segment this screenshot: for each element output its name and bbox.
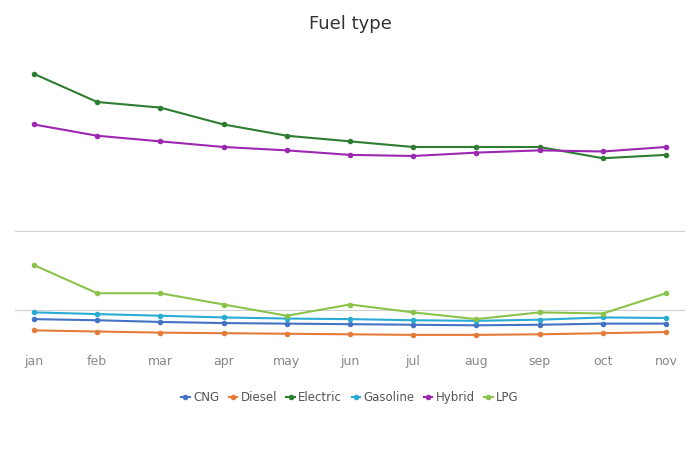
Electric: [156, 105, 164, 110]
Diesel: [219, 330, 228, 336]
LPG: [30, 262, 38, 268]
CNG: [536, 322, 544, 328]
Line: Electric: Electric: [32, 71, 668, 161]
LPG: [283, 313, 291, 319]
Legend: CNG, Diesel, Electric, Gasoline, Hybrid, LPG: CNG, Diesel, Electric, Gasoline, Hybrid,…: [176, 387, 524, 409]
Hybrid: [156, 139, 164, 144]
Gasoline: [156, 313, 164, 319]
Electric: [219, 122, 228, 127]
Diesel: [30, 328, 38, 333]
Hybrid: [473, 150, 481, 155]
Gasoline: [598, 315, 607, 320]
CNG: [473, 323, 481, 328]
Hybrid: [409, 153, 417, 159]
Gasoline: [662, 315, 670, 321]
LPG: [156, 291, 164, 296]
CNG: [598, 321, 607, 326]
CNG: [409, 322, 417, 328]
Line: Gasoline: Gasoline: [32, 310, 668, 324]
Electric: [598, 156, 607, 161]
LPG: [346, 302, 354, 307]
Diesel: [409, 332, 417, 338]
Electric: [662, 152, 670, 158]
Line: Diesel: Diesel: [32, 328, 668, 338]
Diesel: [346, 332, 354, 337]
Electric: [93, 99, 102, 105]
Gasoline: [283, 316, 291, 321]
Hybrid: [93, 133, 102, 139]
Electric: [409, 144, 417, 150]
Electric: [283, 133, 291, 139]
Diesel: [283, 331, 291, 337]
Hybrid: [662, 144, 670, 150]
Diesel: [156, 330, 164, 335]
CNG: [93, 318, 102, 323]
LPG: [598, 311, 607, 316]
Gasoline: [409, 318, 417, 323]
Diesel: [598, 330, 607, 336]
Hybrid: [598, 149, 607, 154]
Gasoline: [219, 315, 228, 320]
Electric: [473, 144, 481, 150]
LPG: [219, 302, 228, 307]
LPG: [409, 310, 417, 315]
Gasoline: [93, 311, 102, 317]
Hybrid: [346, 152, 354, 158]
Hybrid: [536, 148, 544, 153]
Gasoline: [30, 310, 38, 315]
Hybrid: [219, 144, 228, 150]
Diesel: [93, 329, 102, 334]
CNG: [219, 320, 228, 326]
Title: Fuel type: Fuel type: [309, 15, 391, 33]
Hybrid: [30, 122, 38, 127]
Line: LPG: LPG: [32, 262, 668, 322]
Diesel: [662, 329, 670, 335]
Electric: [536, 144, 544, 150]
CNG: [346, 321, 354, 327]
Diesel: [536, 332, 544, 337]
Gasoline: [536, 317, 544, 322]
Gasoline: [473, 318, 481, 324]
Line: Hybrid: Hybrid: [32, 122, 668, 159]
Gasoline: [346, 316, 354, 322]
Electric: [346, 139, 354, 144]
CNG: [283, 321, 291, 326]
CNG: [30, 316, 38, 322]
LPG: [536, 310, 544, 315]
Diesel: [473, 332, 481, 338]
Line: CNG: CNG: [32, 316, 668, 328]
CNG: [662, 321, 670, 326]
LPG: [93, 291, 102, 296]
LPG: [662, 291, 670, 296]
LPG: [473, 316, 481, 322]
Hybrid: [283, 148, 291, 153]
CNG: [156, 319, 164, 324]
Electric: [30, 71, 38, 76]
